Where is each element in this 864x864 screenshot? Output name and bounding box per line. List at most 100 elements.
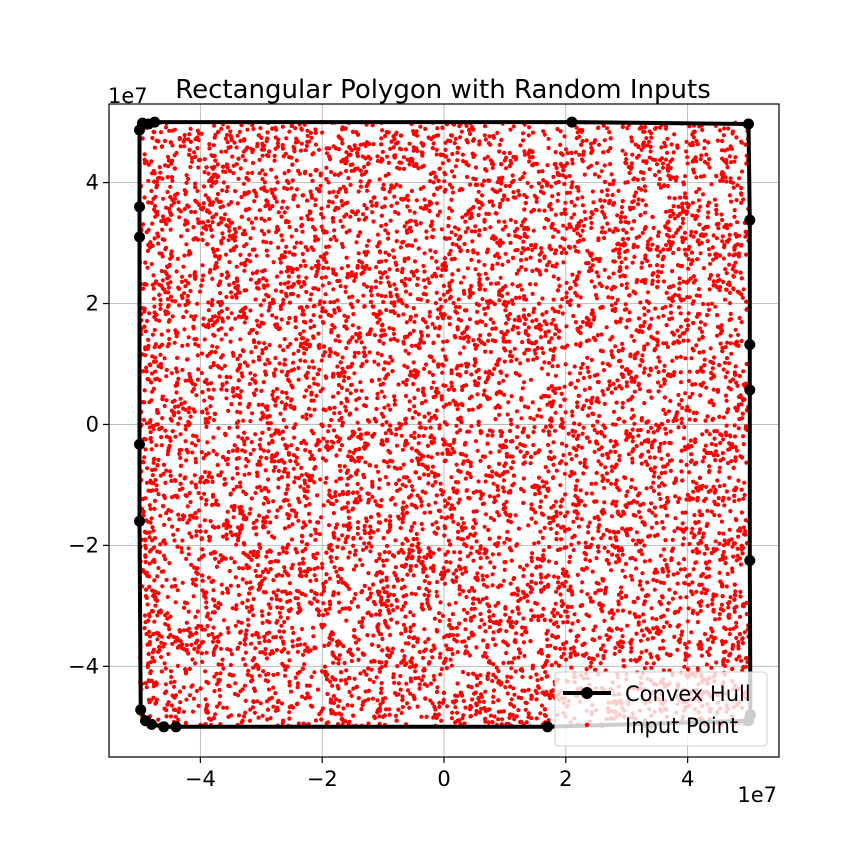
input-point [624, 230, 629, 235]
input-point [396, 313, 401, 318]
input-point [624, 265, 629, 270]
input-point [200, 263, 205, 268]
input-point [163, 666, 168, 671]
input-point [373, 285, 378, 290]
input-point [581, 223, 587, 228]
input-point [731, 554, 736, 559]
input-point [407, 705, 412, 710]
input-point [248, 277, 253, 282]
input-point [151, 296, 156, 301]
input-point [492, 714, 497, 719]
input-point [686, 266, 691, 271]
input-point [382, 589, 387, 595]
input-point [508, 675, 514, 680]
input-point [682, 425, 687, 430]
input-point [611, 611, 616, 617]
input-point [296, 293, 301, 299]
input-point [508, 349, 513, 354]
input-point [640, 260, 645, 265]
input-point [168, 227, 173, 232]
input-point [677, 496, 682, 501]
input-point [456, 268, 461, 273]
input-point [318, 314, 323, 319]
input-point [670, 358, 675, 363]
input-point [329, 559, 334, 564]
input-point [728, 333, 733, 338]
input-point [494, 189, 500, 195]
input-point [182, 253, 187, 258]
input-point [415, 276, 420, 281]
input-point [392, 680, 397, 685]
input-point [602, 401, 607, 406]
input-point [203, 529, 208, 534]
input-point [497, 142, 502, 147]
input-point [641, 633, 646, 638]
input-point [733, 589, 738, 594]
input-point [182, 206, 187, 212]
input-point [638, 540, 643, 545]
input-point [683, 657, 688, 662]
input-point [292, 193, 297, 198]
input-point [469, 585, 475, 590]
input-point [324, 151, 329, 156]
input-point [426, 473, 431, 478]
input-point [193, 209, 198, 215]
input-point [162, 661, 167, 666]
input-point [654, 365, 659, 370]
input-point [311, 365, 316, 370]
input-point [261, 298, 267, 303]
input-point [271, 672, 276, 678]
input-point [512, 317, 517, 322]
input-point [645, 462, 650, 467]
input-point [296, 518, 301, 523]
input-point [589, 481, 594, 486]
input-point [401, 166, 407, 171]
input-point [347, 412, 352, 417]
input-point [739, 320, 744, 325]
input-point [448, 542, 453, 547]
input-point [485, 305, 491, 310]
input-point [539, 346, 545, 351]
input-point [580, 139, 585, 144]
input-point [559, 599, 564, 604]
input-point [381, 586, 386, 591]
input-point [286, 168, 291, 174]
input-point [531, 228, 536, 233]
input-point [698, 251, 703, 256]
input-point [553, 499, 559, 504]
input-point [193, 154, 198, 159]
input-point [428, 549, 433, 554]
input-point [260, 613, 265, 618]
input-point [202, 337, 207, 342]
input-point [335, 574, 341, 579]
input-point [394, 481, 399, 486]
input-point [208, 404, 213, 409]
input-point [582, 387, 588, 392]
input-point [437, 611, 442, 616]
input-point [211, 417, 217, 423]
input-point [662, 363, 667, 368]
input-point [182, 291, 187, 296]
input-point [705, 203, 710, 208]
input-point [438, 297, 443, 302]
input-point [618, 358, 623, 363]
input-point [657, 176, 663, 182]
input-point [299, 539, 305, 544]
input-point [539, 366, 545, 371]
input-point [532, 348, 537, 353]
input-point [181, 628, 187, 633]
input-point [558, 142, 563, 147]
input-point [603, 649, 608, 654]
input-point [261, 501, 266, 506]
input-point [308, 318, 313, 323]
input-point [251, 359, 256, 364]
input-point [737, 176, 742, 181]
input-point [509, 359, 514, 364]
input-point [240, 718, 245, 723]
input-point [386, 252, 392, 257]
input-point [305, 569, 310, 575]
input-point [518, 143, 523, 148]
input-point [731, 264, 736, 269]
input-point [514, 409, 520, 414]
input-point [272, 158, 277, 163]
